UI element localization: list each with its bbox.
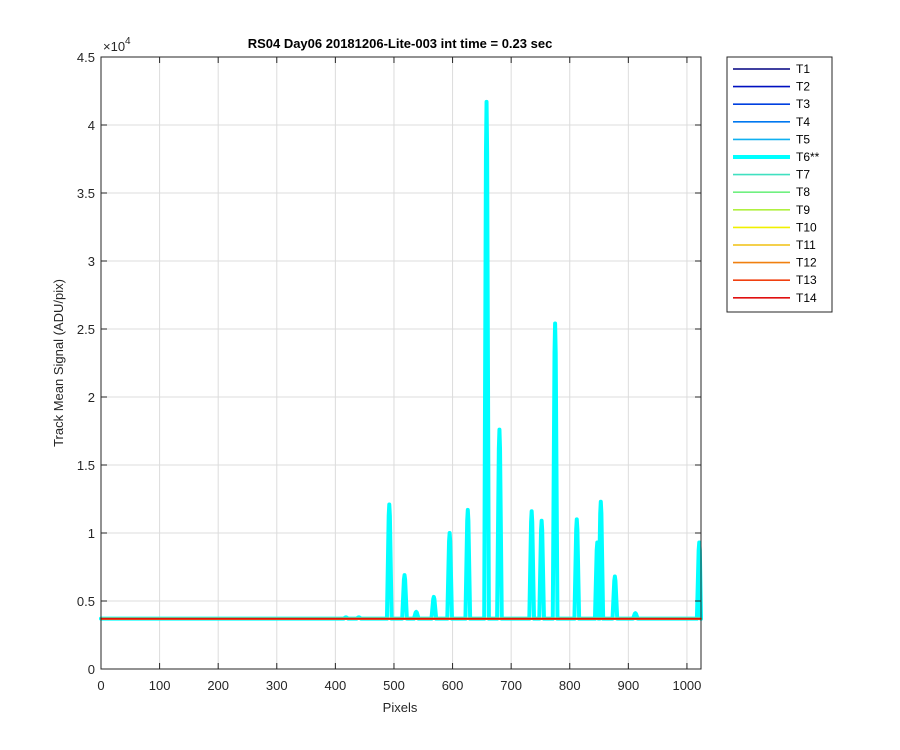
legend-box bbox=[726, 56, 833, 313]
y-tick-label: 3 bbox=[88, 254, 95, 269]
x-tick-label: 100 bbox=[149, 678, 171, 693]
x-tick-label: 300 bbox=[266, 678, 288, 693]
x-tick-label: 0 bbox=[97, 678, 104, 693]
x-tick-label: 200 bbox=[207, 678, 229, 693]
x-tick-label: 500 bbox=[383, 678, 405, 693]
x-tick-label: 400 bbox=[325, 678, 347, 693]
series-lines bbox=[99, 99, 703, 621]
y-exponent-base: ×10 bbox=[103, 39, 125, 54]
y-tick-label: 0.5 bbox=[77, 594, 95, 609]
axis-ticks bbox=[100, 56, 701, 670]
legend-label: T3 bbox=[796, 97, 810, 111]
x-tick-label: 600 bbox=[442, 678, 464, 693]
x-tick-label: 900 bbox=[617, 678, 639, 693]
x-tick-labels: 0 100 200 300 400 500 600 700 800 900 1000 bbox=[97, 678, 701, 693]
y-axis-label: Track Mean Signal (ADU/pix) bbox=[51, 279, 66, 447]
legend-label: T1 bbox=[796, 62, 810, 76]
y-tick-label: 1.5 bbox=[77, 458, 95, 473]
x-axis-label: Pixels bbox=[383, 700, 418, 715]
legend-label: T14 bbox=[796, 291, 817, 305]
y-exponent-power: 4 bbox=[125, 36, 131, 47]
legend-label: T5 bbox=[796, 132, 810, 146]
x-tick-label: 1000 bbox=[672, 678, 701, 693]
legend-label: T9 bbox=[796, 203, 810, 217]
legend: T1 T2 T3 T4 T5 T6** T7 T8 T9 T10 T11 T12 T13 T14 bbox=[726, 56, 833, 313]
legend-label: T11 bbox=[796, 238, 816, 252]
plot-frame bbox=[100, 56, 702, 670]
y-tick-label: 2.5 bbox=[77, 322, 95, 337]
legend-label: T2 bbox=[796, 80, 810, 94]
plot-area bbox=[101, 57, 701, 669]
y-exponent: ×10 4 bbox=[103, 36, 131, 54]
legend-label: T12 bbox=[796, 256, 817, 270]
legend-label: T8 bbox=[796, 185, 810, 199]
y-tick-label: 2 bbox=[88, 390, 95, 405]
x-tick-label: 700 bbox=[500, 678, 522, 693]
grid bbox=[100, 56, 701, 670]
chart-title: RS04 Day06 20181206-Lite-003 int time = … bbox=[248, 36, 553, 51]
y-tick-label: 0 bbox=[88, 662, 95, 677]
legend-label: T13 bbox=[796, 273, 817, 287]
legend-label: T4 bbox=[796, 115, 810, 129]
y-tick-labels: 0 0.5 1 1.5 2 2.5 3 3.5 4 4.5 bbox=[77, 50, 95, 677]
y-tick-label: 4 bbox=[88, 118, 95, 133]
legend-label: T7 bbox=[796, 168, 810, 182]
y-tick-label: 4.5 bbox=[77, 50, 95, 65]
legend-label: T10 bbox=[796, 220, 817, 234]
y-tick-label: 3.5 bbox=[77, 186, 95, 201]
legend-label: T6** bbox=[796, 150, 820, 164]
y-tick-label: 1 bbox=[88, 526, 95, 541]
x-tick-label: 800 bbox=[559, 678, 581, 693]
